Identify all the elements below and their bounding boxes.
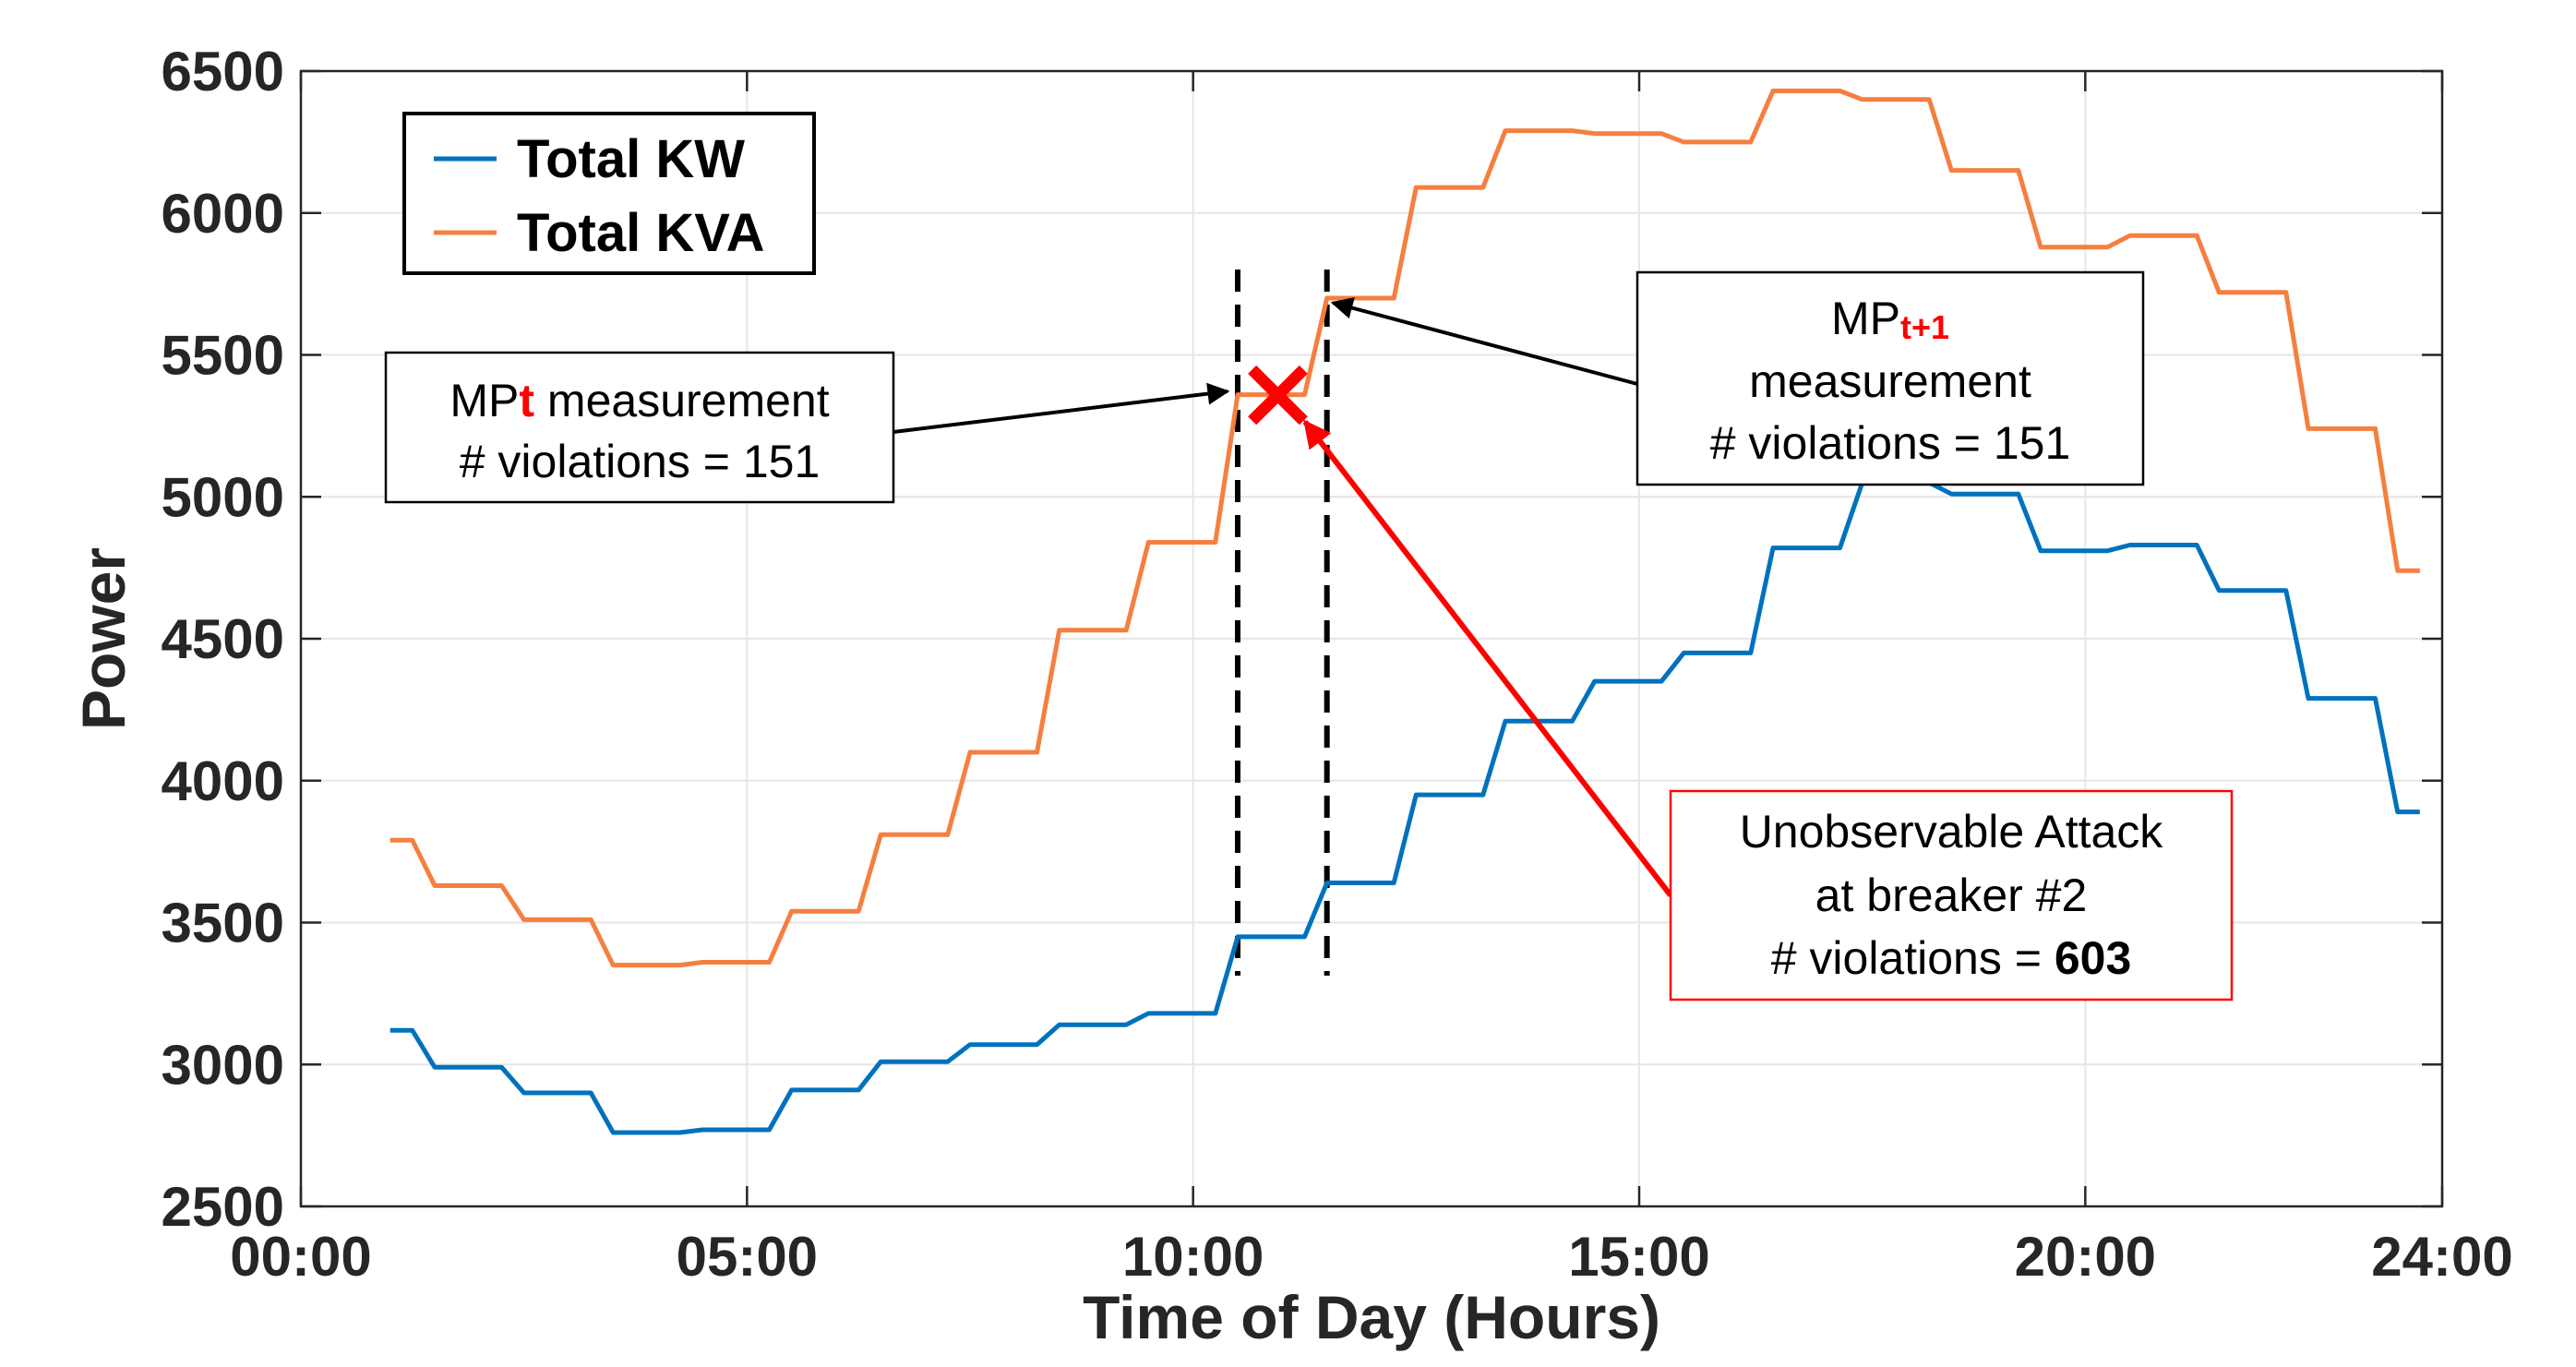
annotation-arrow-mp-t1 bbox=[1330, 296, 1638, 386]
x-tick-label: 00:00 bbox=[230, 1226, 371, 1288]
annotation-arrow-mp-t bbox=[893, 382, 1230, 434]
x-tick-label: 10:00 bbox=[1122, 1226, 1264, 1288]
annotation-arrow-attack bbox=[1302, 419, 1673, 897]
x-tick-label: 20:00 bbox=[2015, 1226, 2156, 1288]
series-line-total-kva bbox=[389, 89, 2420, 968]
y-tick-label: 2500 bbox=[162, 1176, 284, 1238]
annotation-mp-t1-line2: measurement bbox=[1749, 355, 2031, 407]
annotation-mp-t1-box bbox=[1635, 270, 2145, 486]
annotation-attack: Unobservable Attack at breaker #2 # viol… bbox=[1669, 789, 2234, 1001]
y-tick-label: 4500 bbox=[162, 608, 284, 670]
x-tick-label: 05:00 bbox=[677, 1226, 818, 1288]
x-tick-label: 15:00 bbox=[1568, 1226, 1709, 1288]
y-tick-label: 6000 bbox=[162, 183, 284, 245]
annotation-mp-t1: MPt+1 measurement # violations = 151 bbox=[1635, 270, 2145, 486]
y-tick-label: 6500 bbox=[162, 41, 284, 102]
annotation-mp-t1-line3: # violations = 151 bbox=[1710, 417, 2071, 469]
y-tick-label: 4000 bbox=[162, 750, 284, 812]
legend-label-kw: Total KW bbox=[517, 129, 745, 189]
legend: Total KW Total KVA bbox=[402, 112, 816, 275]
y-tick-label: 3500 bbox=[162, 893, 284, 954]
annotation-attack-line1: Unobservable Attack bbox=[1740, 806, 2164, 857]
annotation-mp-t-line1: MPt measurement bbox=[449, 375, 829, 426]
axis-ticks: 2500 3000 3500 4000 4500 5000 5500 6000 6500 00:0… bbox=[162, 41, 2513, 1288]
attack-marker: × bbox=[1235, 332, 1320, 450]
attack-window-lines bbox=[1235, 270, 1330, 976]
annotation-attack-line3: # violations = 603 bbox=[1771, 932, 2132, 984]
annotation-mp-t-line2: # violations = 151 bbox=[460, 436, 821, 487]
annotation-attack-line2: at breaker #2 bbox=[1815, 869, 2088, 921]
y-tick-label: 3000 bbox=[162, 1034, 284, 1096]
series-line-total-kw bbox=[389, 480, 2420, 1135]
annotation-mp-t-box bbox=[384, 351, 895, 504]
y-tick-label: 5500 bbox=[162, 325, 284, 387]
y-axis-label: Power bbox=[69, 547, 138, 730]
y-tick-label: 5000 bbox=[162, 466, 284, 528]
series-lines bbox=[389, 89, 2420, 1135]
annotation-attack-box bbox=[1669, 789, 2234, 1001]
annotation-mp-t1-line1: MPt+1 bbox=[1831, 293, 1949, 346]
legend-box bbox=[402, 112, 816, 275]
annotation-mp-t: MPt measurement # violations = 151 bbox=[384, 351, 895, 504]
x-tick-label: 24:00 bbox=[2371, 1226, 2512, 1288]
x-axis-label: Time of Day (Hours) bbox=[1083, 1283, 1660, 1351]
legend-label-kva: Total KVA bbox=[517, 203, 765, 263]
